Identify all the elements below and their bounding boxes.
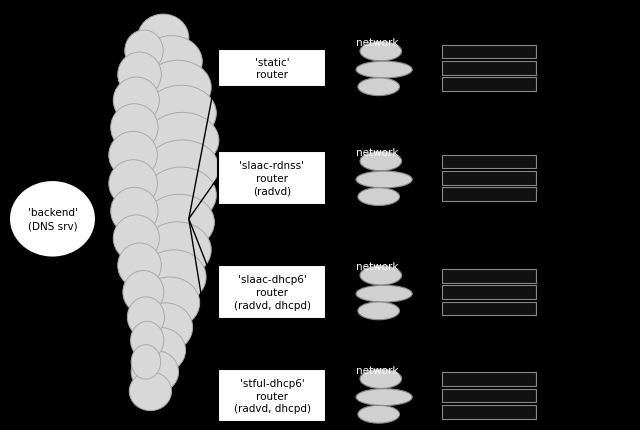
Ellipse shape: [144, 195, 214, 251]
Ellipse shape: [146, 113, 219, 169]
FancyBboxPatch shape: [442, 155, 536, 169]
Ellipse shape: [146, 168, 216, 224]
Ellipse shape: [356, 389, 412, 405]
Ellipse shape: [141, 37, 202, 88]
FancyBboxPatch shape: [442, 188, 536, 202]
Text: network: network: [356, 38, 398, 48]
Ellipse shape: [109, 132, 157, 179]
Ellipse shape: [142, 250, 206, 304]
Text: 'static'
router: 'static' router: [255, 58, 289, 80]
Ellipse shape: [140, 277, 200, 329]
FancyBboxPatch shape: [442, 62, 536, 76]
Ellipse shape: [109, 160, 157, 208]
Ellipse shape: [131, 345, 161, 379]
FancyBboxPatch shape: [442, 269, 536, 283]
Ellipse shape: [129, 372, 172, 411]
Ellipse shape: [131, 322, 164, 359]
FancyBboxPatch shape: [442, 286, 536, 299]
Ellipse shape: [358, 302, 399, 320]
Ellipse shape: [127, 297, 164, 338]
FancyBboxPatch shape: [218, 369, 326, 422]
Ellipse shape: [145, 61, 211, 115]
Ellipse shape: [125, 31, 163, 72]
FancyBboxPatch shape: [218, 49, 326, 88]
Ellipse shape: [356, 62, 412, 79]
Ellipse shape: [138, 303, 193, 352]
Ellipse shape: [9, 181, 96, 258]
Ellipse shape: [358, 79, 399, 96]
Ellipse shape: [134, 328, 186, 373]
Ellipse shape: [358, 405, 399, 423]
Ellipse shape: [123, 271, 164, 314]
Ellipse shape: [360, 266, 402, 286]
Ellipse shape: [358, 188, 399, 206]
Ellipse shape: [111, 188, 158, 235]
Ellipse shape: [138, 15, 189, 62]
FancyBboxPatch shape: [442, 302, 536, 316]
Ellipse shape: [143, 222, 211, 278]
Ellipse shape: [356, 172, 412, 188]
FancyBboxPatch shape: [442, 372, 536, 386]
Ellipse shape: [118, 243, 161, 288]
Ellipse shape: [360, 152, 402, 171]
Ellipse shape: [113, 215, 159, 262]
Text: network: network: [356, 147, 398, 157]
Ellipse shape: [131, 350, 179, 393]
Ellipse shape: [113, 78, 159, 124]
Ellipse shape: [118, 53, 161, 98]
FancyBboxPatch shape: [442, 78, 536, 92]
Text: 'slaac-rdnss'
router
(radvd): 'slaac-rdnss' router (radvd): [239, 161, 305, 196]
Text: 'stful-dhcp6'
router
(radvd, dhcpd): 'stful-dhcp6' router (radvd, dhcpd): [234, 378, 310, 413]
FancyBboxPatch shape: [442, 46, 536, 59]
Ellipse shape: [111, 104, 158, 152]
Text: network: network: [356, 365, 398, 375]
FancyBboxPatch shape: [442, 172, 536, 185]
FancyBboxPatch shape: [218, 152, 326, 206]
FancyBboxPatch shape: [218, 265, 326, 319]
Text: 'slaac-dhcp6'
router
(radvd, dhcpd): 'slaac-dhcp6' router (radvd, dhcpd): [234, 275, 310, 310]
FancyBboxPatch shape: [442, 405, 536, 419]
Text: 'backend'
(DNS srv): 'backend' (DNS srv): [28, 208, 77, 231]
Text: network: network: [356, 261, 398, 271]
FancyBboxPatch shape: [442, 389, 536, 402]
Ellipse shape: [356, 286, 412, 302]
Ellipse shape: [146, 141, 219, 197]
Ellipse shape: [360, 369, 402, 389]
Ellipse shape: [360, 43, 402, 61]
Ellipse shape: [146, 86, 216, 142]
